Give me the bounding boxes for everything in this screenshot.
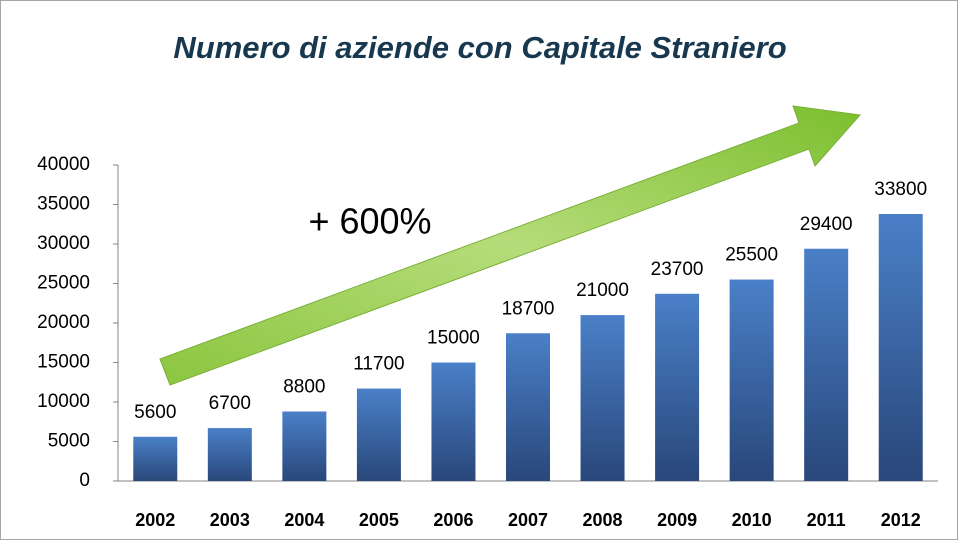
data-label: 5600 [134,402,176,423]
y-tick-label: 40000 [37,154,90,175]
y-tick-label: 35000 [37,194,90,215]
bar [729,279,774,481]
bar [580,315,625,481]
x-tick-label: 2004 [284,510,324,530]
bar [506,333,550,481]
y-tick-label: 5000 [48,431,90,452]
x-tick-label: 2002 [135,510,175,530]
x-tick-label: 2009 [657,510,697,530]
x-tick-label: 2008 [583,510,623,530]
bar [207,428,252,481]
y-tick-label: 15000 [37,352,90,373]
data-label: 8800 [283,376,325,397]
x-tick-label: 2011 [807,510,846,530]
data-label: 33800 [874,179,927,200]
data-label: 23700 [651,259,704,280]
x-tick-label: 2010 [732,510,772,530]
y-tick-label: 30000 [37,233,90,254]
y-tick-label: 0 [79,470,90,491]
bar [804,248,849,481]
annotation: + 600% [308,201,431,242]
y-tick-label: 25000 [37,273,90,294]
bar [878,213,923,482]
x-tick-label: 2006 [433,510,473,530]
data-label: 6700 [209,393,251,414]
data-label: 25500 [725,245,778,266]
bar [133,436,178,481]
bar [655,293,700,481]
bar [431,362,476,481]
trend-arrow [159,105,861,386]
x-tick-label: 2003 [210,510,250,530]
data-label: 18700 [502,298,555,319]
data-label: 15000 [427,328,480,349]
data-label: 29400 [800,214,853,235]
y-tick-label: 10000 [37,391,90,412]
x-tick-label: 2012 [881,510,921,530]
y-tick-label: 20000 [37,312,90,333]
x-tick-label: 2005 [359,510,399,530]
bar [282,411,327,481]
chart-title: Numero di aziende con Capitale Straniero [173,30,786,65]
data-label: 11700 [353,354,404,375]
x-tick-label: 2007 [508,510,548,530]
bar [356,388,401,481]
data-label: 21000 [576,280,629,301]
